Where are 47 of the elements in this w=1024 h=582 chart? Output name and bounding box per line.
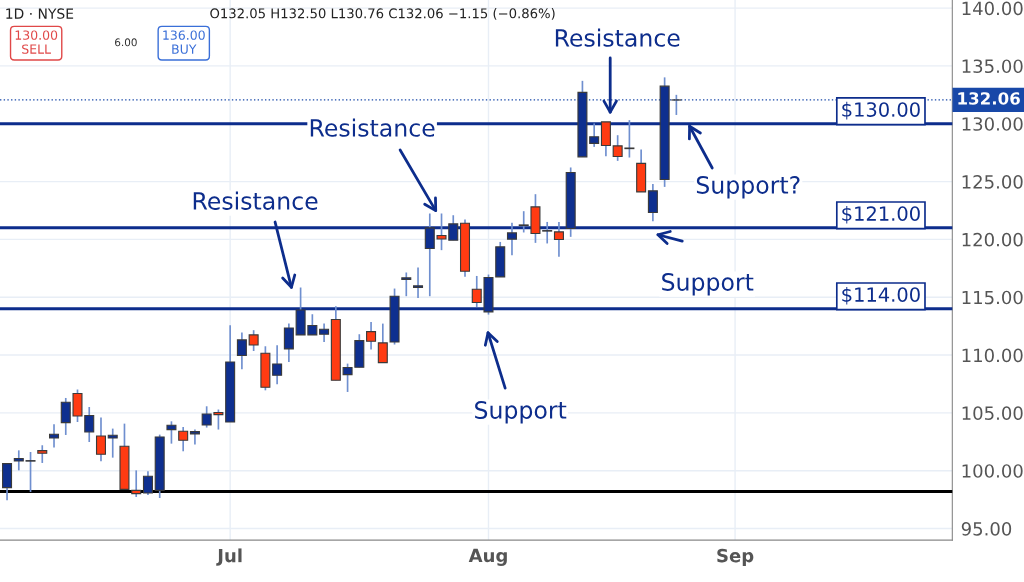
candlestick [319,322,330,343]
annotation: Support? [696,176,800,199]
candlestick [366,321,377,351]
candlestick [413,266,424,299]
y-tick-label: 130.00 [962,117,1023,131]
x-tick-label: Sep [717,548,754,566]
candlestick [95,416,107,463]
ref-line-label: 132.06 [958,92,1020,105]
y-tick-label: 140.00 [962,1,1023,16]
candlestick [647,183,658,223]
y-tick-label: 115.00 [962,290,1023,305]
candlestick [131,469,142,498]
ref-line-label: $130.00 [842,101,920,120]
y-tick-label: 100.00 [962,464,1023,478]
ref-line-label: $114.00 [842,286,920,305]
annotation: Resistance [555,28,680,47]
y-tick-label: 95.00 [961,521,1012,536]
candlestick [107,427,118,459]
y-tick-label: 110.00 [962,348,1023,363]
annotation: Resistance [193,191,318,210]
y-tick-label: 125.00 [962,175,1023,189]
candlestick [600,121,611,157]
candlestick [236,331,247,371]
candlestick [166,420,177,445]
candlestick [248,329,259,352]
annotation: 6.00 [115,38,137,47]
x-tick-label: Aug [468,548,507,566]
candlestick [2,462,13,502]
x-tick-label: Jul [216,548,242,566]
y-tick-label: 135.00 [962,59,1023,74]
ref-line-label: $121.00 [842,205,920,224]
annotation: 130.00 SELL [15,30,58,54]
annotation: Support [662,273,754,296]
candlestick [142,470,153,496]
candlestick [178,426,189,453]
candlestick [272,344,283,386]
y-tick-label: 105.00 [962,406,1023,420]
candlestick [553,221,564,258]
text: O132.05 H132.50 L130.76 C132.06 −1.15 (−0.86%) [210,8,555,20]
annotation: Resistance [310,118,435,137]
candlestick [37,444,48,464]
annotation: Support [475,401,567,424]
candlestick [401,271,412,298]
chart-title: 1D · NYSE [6,8,74,19]
candlestick [48,423,60,449]
annotation: 136.00 BUY [163,30,205,54]
y-tick-label: 120.00 [962,232,1023,247]
